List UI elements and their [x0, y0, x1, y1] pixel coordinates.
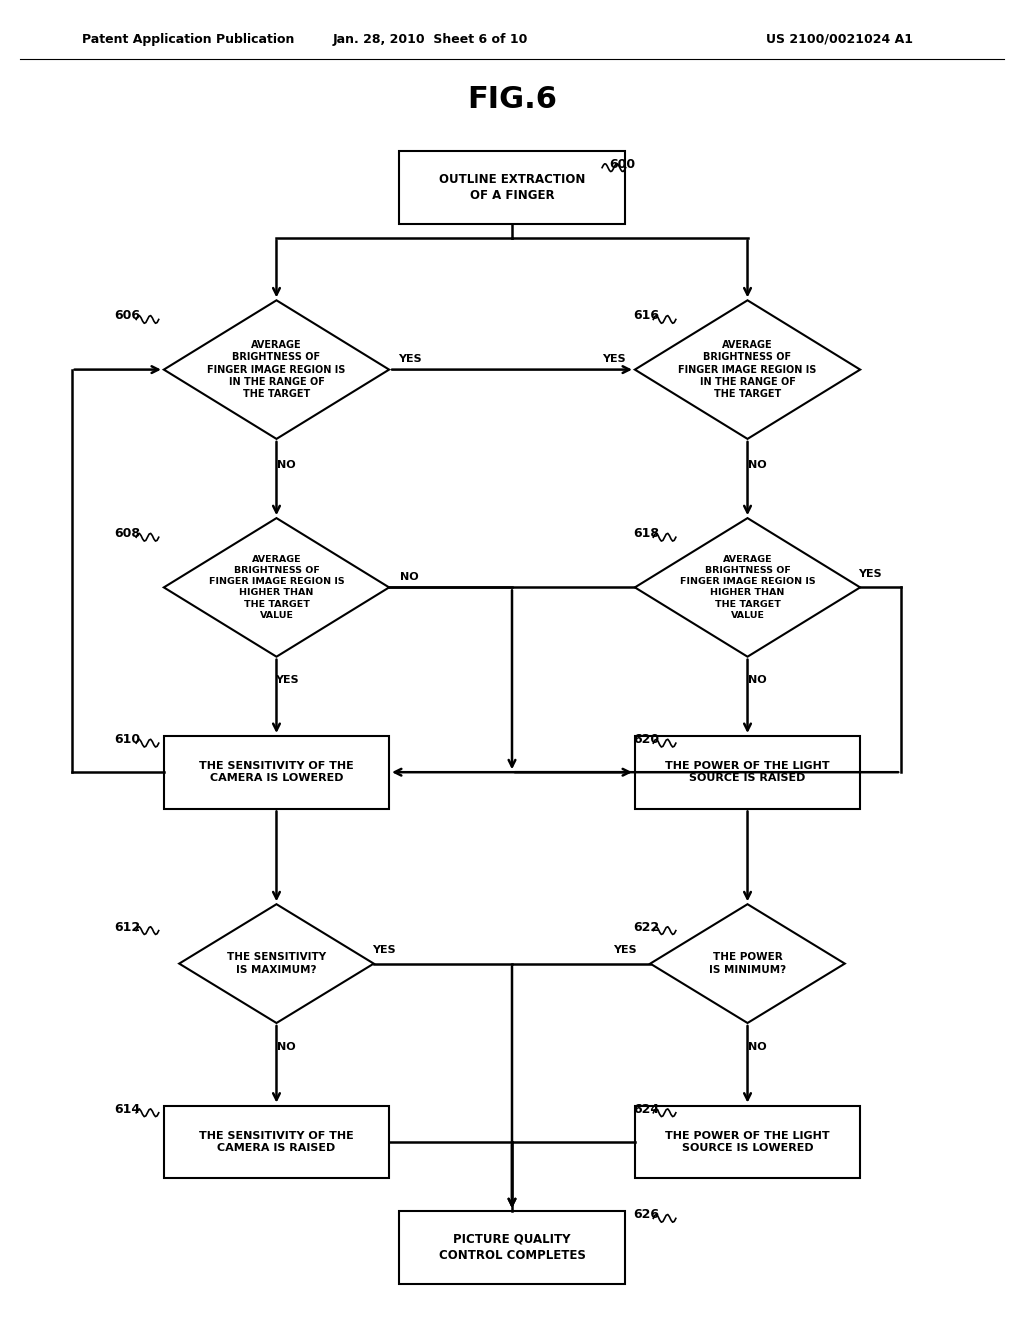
- Text: NO: NO: [400, 572, 419, 582]
- Text: 620: 620: [633, 733, 659, 746]
- Text: THE POWER
IS MINIMUM?: THE POWER IS MINIMUM?: [709, 953, 786, 974]
- Text: 612: 612: [115, 920, 141, 933]
- Text: AVERAGE
BRIGHTNESS OF
FINGER IMAGE REGION IS
IN THE RANGE OF
THE TARGET: AVERAGE BRIGHTNESS OF FINGER IMAGE REGIO…: [678, 339, 817, 400]
- Text: THE POWER OF THE LIGHT
SOURCE IS LOWERED: THE POWER OF THE LIGHT SOURCE IS LOWERED: [666, 1131, 829, 1152]
- Text: YES: YES: [858, 569, 883, 579]
- Polygon shape: [650, 904, 845, 1023]
- Text: 606: 606: [115, 309, 140, 322]
- Text: NO: NO: [278, 461, 296, 470]
- Text: YES: YES: [274, 676, 299, 685]
- FancyBboxPatch shape: [635, 1106, 860, 1177]
- FancyBboxPatch shape: [399, 1212, 625, 1283]
- Text: YES: YES: [612, 945, 637, 956]
- Text: 614: 614: [115, 1102, 141, 1115]
- FancyBboxPatch shape: [399, 150, 625, 223]
- Text: PICTURE QUALITY
CONTROL COMPLETES: PICTURE QUALITY CONTROL COMPLETES: [438, 1233, 586, 1262]
- Polygon shape: [635, 301, 860, 438]
- Text: US 2100/0021024 A1: US 2100/0021024 A1: [766, 33, 913, 46]
- Text: 626: 626: [633, 1208, 658, 1221]
- Polygon shape: [164, 517, 389, 656]
- Text: THE SENSITIVITY OF THE
CAMERA IS RAISED: THE SENSITIVITY OF THE CAMERA IS RAISED: [199, 1131, 354, 1152]
- Text: NO: NO: [749, 1041, 767, 1052]
- Text: FIG.6: FIG.6: [467, 84, 557, 114]
- Text: YES: YES: [372, 945, 396, 956]
- Text: THE SENSITIVITY
IS MAXIMUM?: THE SENSITIVITY IS MAXIMUM?: [227, 953, 326, 974]
- FancyBboxPatch shape: [164, 1106, 389, 1177]
- Text: AVERAGE
BRIGHTNESS OF
FINGER IMAGE REGION IS
IN THE RANGE OF
THE TARGET: AVERAGE BRIGHTNESS OF FINGER IMAGE REGIO…: [207, 339, 346, 400]
- Text: NO: NO: [749, 676, 767, 685]
- FancyBboxPatch shape: [164, 737, 389, 808]
- Text: THE SENSITIVITY OF THE
CAMERA IS LOWERED: THE SENSITIVITY OF THE CAMERA IS LOWERED: [199, 762, 354, 783]
- Text: 624: 624: [633, 1102, 659, 1115]
- Text: AVERAGE
BRIGHTNESS OF
FINGER IMAGE REGION IS
HIGHER THAN
THE TARGET
VALUE: AVERAGE BRIGHTNESS OF FINGER IMAGE REGIO…: [209, 556, 344, 619]
- Text: 608: 608: [115, 527, 140, 540]
- Text: NO: NO: [278, 1041, 296, 1052]
- FancyBboxPatch shape: [635, 737, 860, 808]
- Polygon shape: [164, 301, 389, 438]
- Text: YES: YES: [602, 354, 627, 364]
- Text: Patent Application Publication: Patent Application Publication: [82, 33, 294, 46]
- Text: 616: 616: [633, 309, 658, 322]
- Text: Jan. 28, 2010  Sheet 6 of 10: Jan. 28, 2010 Sheet 6 of 10: [333, 33, 527, 46]
- Text: NO: NO: [749, 461, 767, 470]
- Text: 600: 600: [609, 157, 636, 170]
- Text: OUTLINE EXTRACTION
OF A FINGER: OUTLINE EXTRACTION OF A FINGER: [439, 173, 585, 202]
- Polygon shape: [635, 517, 860, 656]
- Text: 610: 610: [115, 733, 141, 746]
- Text: THE POWER OF THE LIGHT
SOURCE IS RAISED: THE POWER OF THE LIGHT SOURCE IS RAISED: [666, 762, 829, 783]
- Text: 618: 618: [633, 527, 658, 540]
- Text: 622: 622: [633, 920, 659, 933]
- Text: AVERAGE
BRIGHTNESS OF
FINGER IMAGE REGION IS
HIGHER THAN
THE TARGET
VALUE: AVERAGE BRIGHTNESS OF FINGER IMAGE REGIO…: [680, 556, 815, 619]
- Polygon shape: [179, 904, 374, 1023]
- Text: YES: YES: [397, 354, 422, 364]
